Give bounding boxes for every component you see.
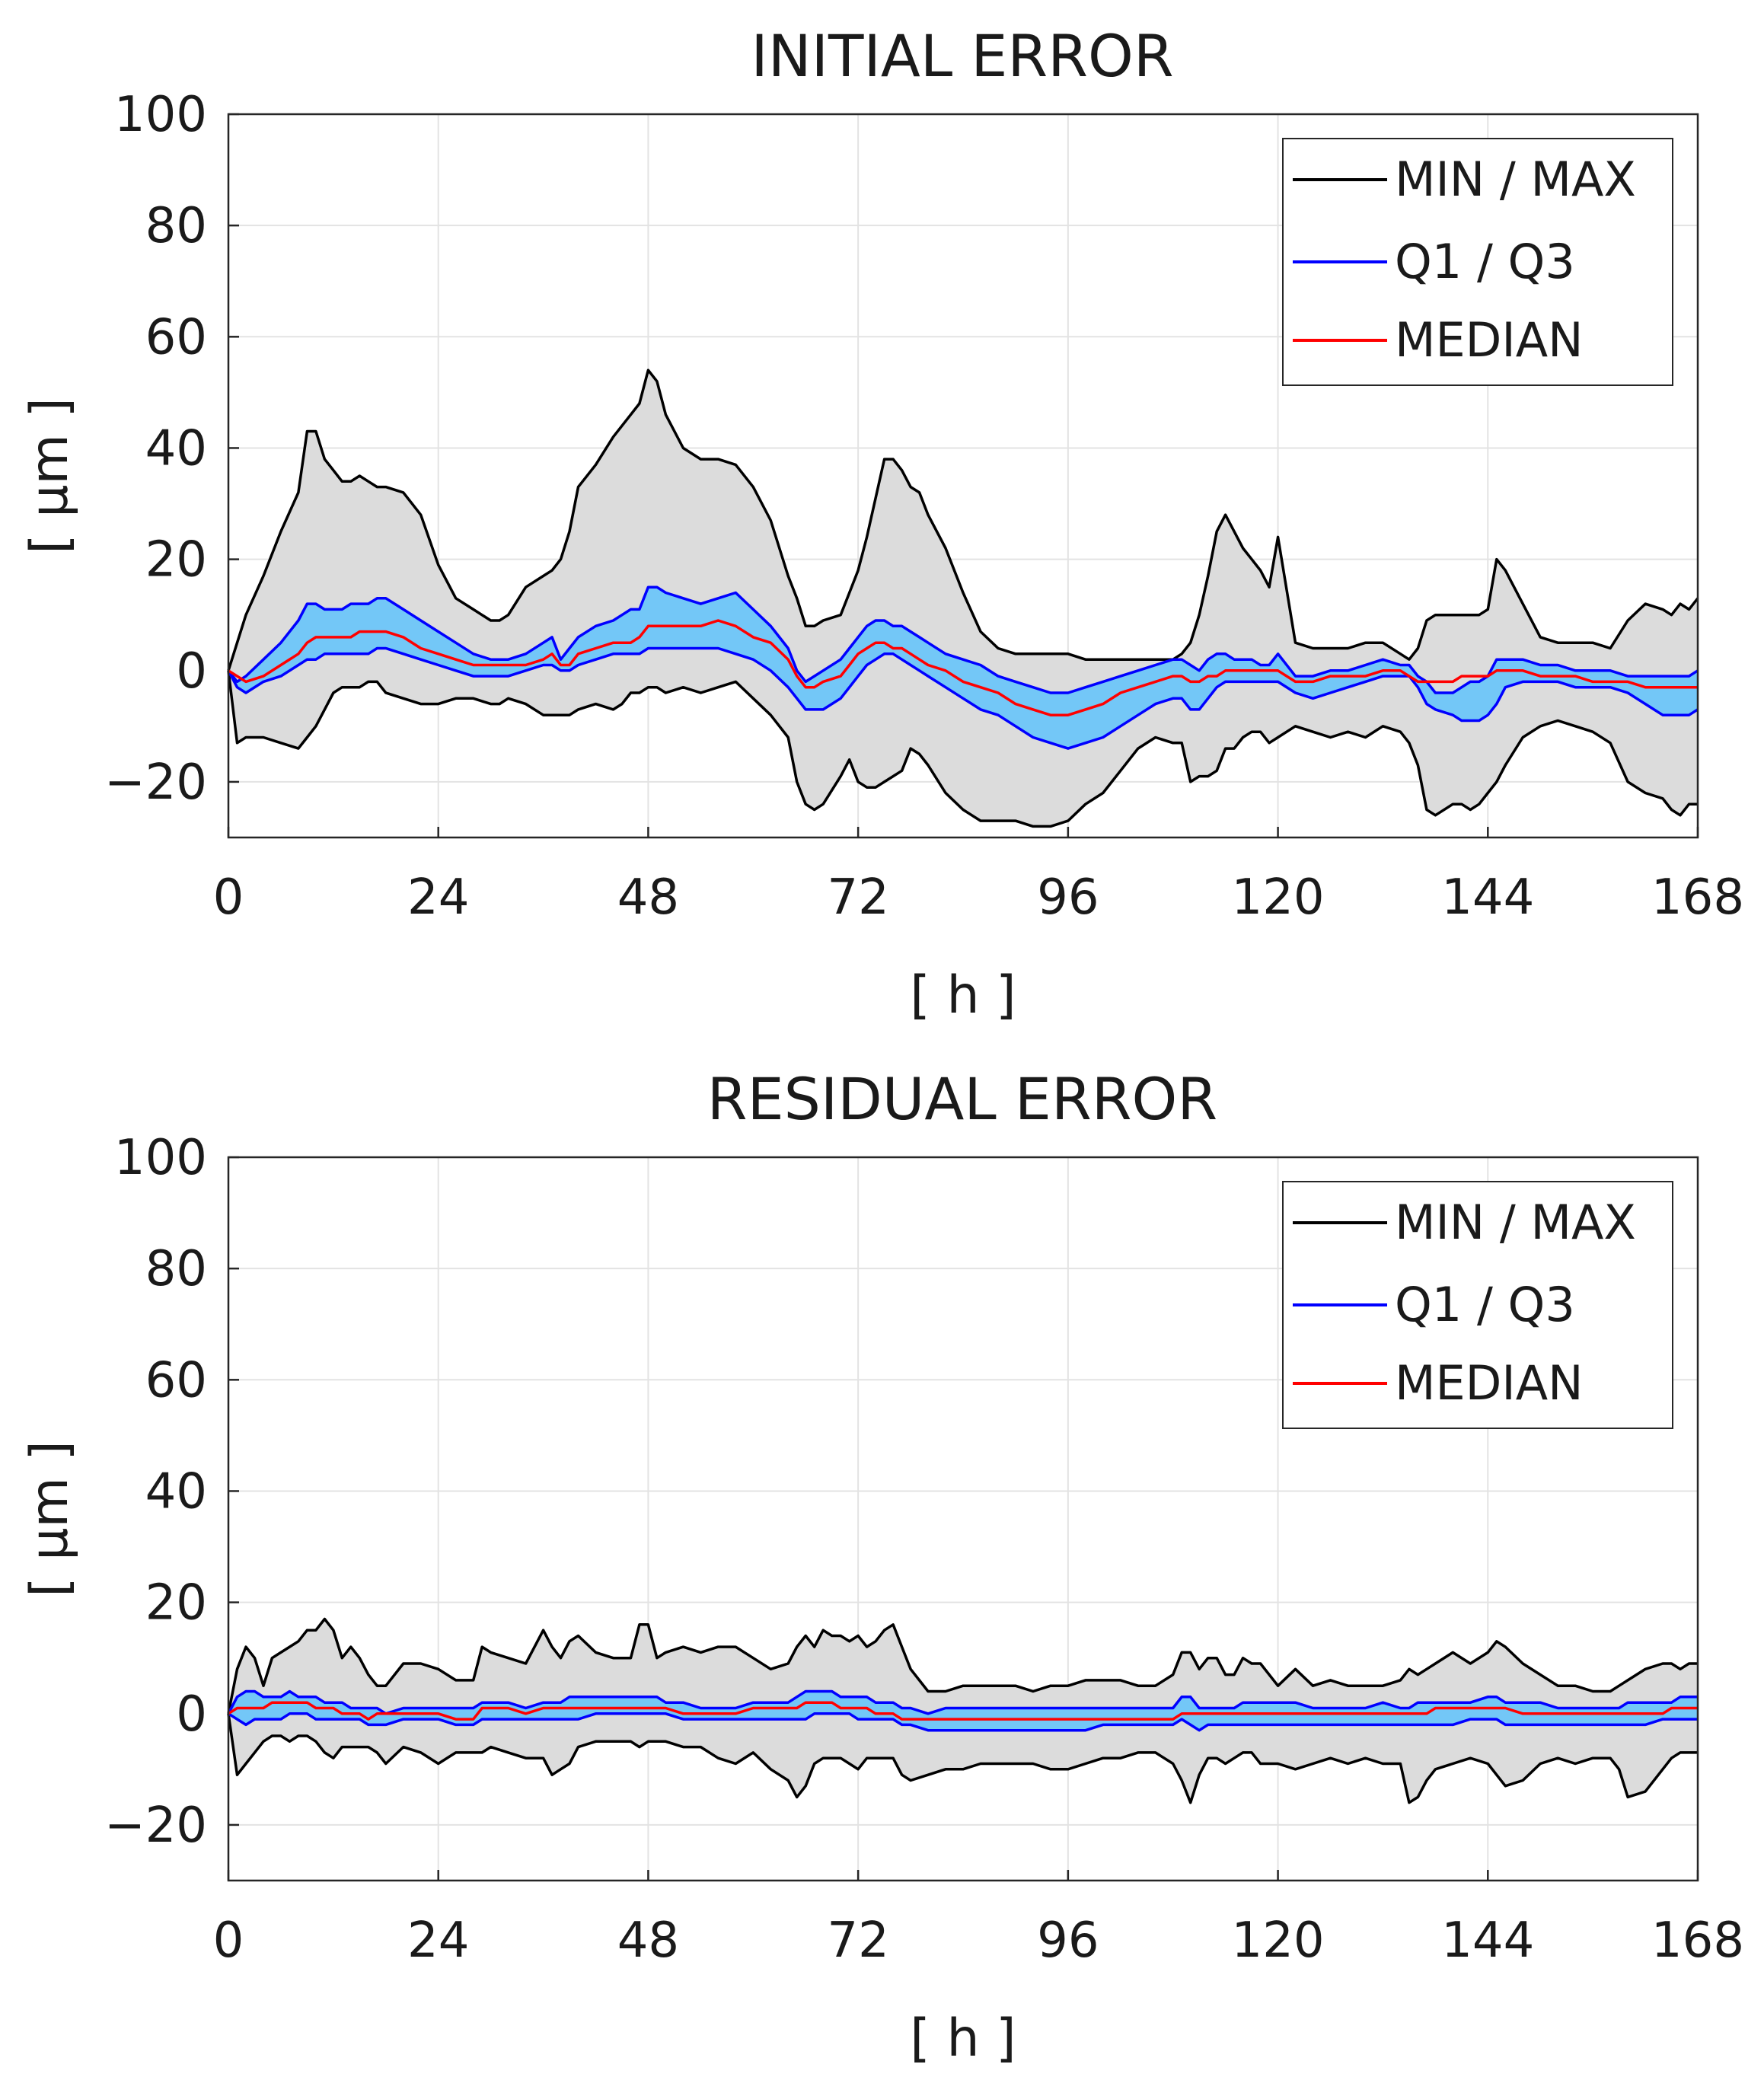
legend-label-quartiles: Q1 / Q3 (1395, 1277, 1575, 1332)
series-min-line (227, 1713, 1698, 1804)
series-max-line (227, 368, 1699, 672)
y-tick-label: 20 (145, 532, 207, 589)
y-tick-label: 40 (145, 420, 207, 477)
y-tick-label: 100 (114, 87, 207, 143)
legend: MIN / MAX Q1 / Q3 MEDIAN (1282, 1181, 1673, 1429)
plot-area (227, 1617, 1698, 1804)
minmax-band (228, 370, 1698, 827)
series-q1-line (227, 646, 1699, 750)
series-median-line (228, 619, 1698, 716)
y-tick-labels: −20 0 20 40 60 80 100 (104, 87, 207, 811)
legend-label-median: MEDIAN (1395, 312, 1584, 368)
chart-residual-error: RESIDUAL ERROR −20 0 20 40 60 80 100 0 24 48 72 96… (20, 1065, 1744, 2069)
x-tick-labels: 0 24 48 72 96 120 144 168 (213, 869, 1744, 926)
x-tick-label: 120 (1231, 869, 1324, 926)
x-tick-label: 24 (407, 1913, 469, 1969)
legend-label-minmax: MIN / MAX (1395, 1195, 1636, 1250)
x-tick-label: 168 (1651, 1913, 1744, 1969)
x-axis-label: [ h ] (910, 965, 1016, 1026)
legend-label-minmax: MIN / MAX (1395, 152, 1636, 207)
y-tick-label: 0 (176, 1686, 207, 1743)
chart-title: RESIDUAL ERROR (707, 1065, 1217, 1133)
x-tick-labels: 0 24 48 72 96 120 144 168 (213, 1913, 1744, 1969)
x-tick-label: 120 (1231, 1913, 1324, 1969)
y-tick-labels: −20 0 20 40 60 80 100 (104, 1130, 207, 1854)
series-q1-line (228, 1712, 1698, 1732)
x-tick-label: 96 (1037, 1913, 1099, 1969)
legend: MIN / MAX Q1 / Q3 MEDIAN (1282, 138, 1673, 386)
series-q3-line (227, 1689, 1698, 1715)
y-tick-label: 60 (145, 309, 207, 365)
y-tick-label: 100 (114, 1130, 207, 1186)
y-tick-label: 0 (176, 643, 207, 700)
axes-frame (227, 113, 1699, 839)
x-axis-label: [ h ] (910, 2008, 1016, 2069)
y-tick-label: 40 (145, 1463, 207, 1520)
chart-initial-error: INITIAL ERROR −20 0 20 40 60 80 100 0 24 48 72 96 1… (20, 22, 1744, 1026)
series-median-line (228, 1701, 1698, 1721)
legend-label-median: MEDIAN (1395, 1355, 1584, 1411)
x-tick-label: 0 (213, 869, 244, 926)
quartile-band (228, 1691, 1698, 1731)
x-tick-label: 168 (1651, 869, 1744, 926)
series-min-line (227, 670, 1698, 828)
chart-title: INITIAL ERROR (751, 22, 1173, 90)
y-tick-label: 60 (145, 1352, 207, 1408)
x-tick-label: 48 (617, 869, 679, 926)
y-tick-label: −20 (104, 1798, 207, 1854)
x-tick-label: 72 (827, 869, 888, 926)
y-tick-label: 80 (145, 1241, 207, 1297)
y-tick-label: −20 (104, 754, 207, 811)
x-tick-label: 48 (617, 1913, 679, 1969)
x-tick-label: 72 (827, 1913, 888, 1969)
x-tick-label: 144 (1441, 869, 1534, 926)
y-tick-label: 20 (145, 1575, 207, 1632)
x-tick-label: 144 (1441, 1913, 1534, 1969)
series-q3-line (227, 585, 1699, 694)
plot-area (227, 368, 1699, 828)
legend-label-quartiles: Q1 / Q3 (1395, 234, 1575, 289)
y-axis-label: [ µm ] (20, 1440, 80, 1597)
x-tick-label: 96 (1037, 869, 1099, 926)
axes-frame (227, 1156, 1699, 1882)
x-tick-label: 0 (213, 1913, 244, 1969)
y-tick-label: 80 (145, 198, 207, 254)
y-axis-label: [ µm ] (20, 397, 80, 554)
x-tick-label: 24 (407, 869, 469, 926)
series-max-line (227, 1617, 1698, 1715)
